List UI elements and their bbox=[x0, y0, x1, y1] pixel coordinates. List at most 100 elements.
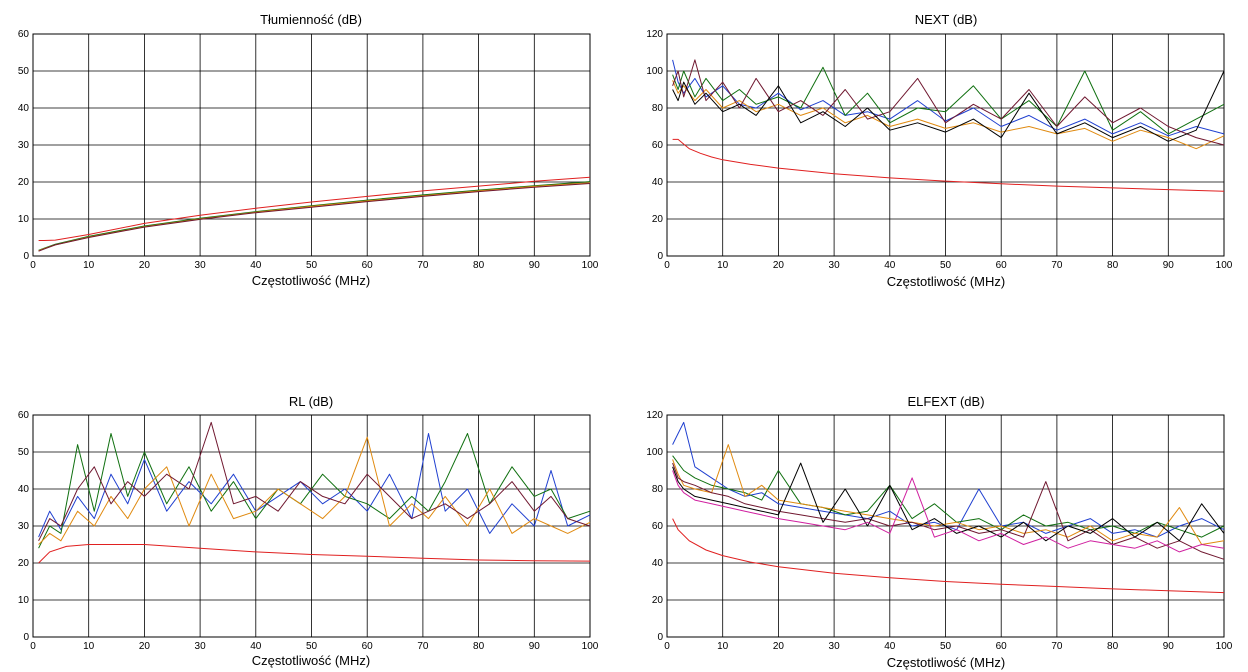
x-tick-label: 80 bbox=[473, 641, 485, 652]
y-tick-label: 0 bbox=[657, 632, 663, 643]
y-tick-label: 10 bbox=[18, 214, 30, 225]
limit-line bbox=[672, 518, 1225, 594]
chart-title: RL (dB) bbox=[289, 394, 333, 409]
x-tick-label: 80 bbox=[473, 260, 485, 271]
series-line-2 bbox=[672, 455, 1225, 538]
x-tick-label: 0 bbox=[664, 260, 670, 271]
y-tick-label: 20 bbox=[652, 214, 664, 225]
x-tick-label: 40 bbox=[884, 260, 896, 271]
series-line-1 bbox=[672, 421, 1225, 538]
y-tick-label: 40 bbox=[652, 177, 664, 188]
attenuation-chart: Tłumienność (dB) Częstotliwość (MHz) 0 10… bbox=[18, 12, 599, 288]
y-tick-label: 120 bbox=[646, 410, 663, 421]
series-line-4 bbox=[38, 183, 591, 252]
y-tick-label: 0 bbox=[657, 251, 663, 262]
series-line-4 bbox=[672, 462, 1225, 560]
x-tick-label: 80 bbox=[1107, 641, 1119, 652]
y-tick-label: 40 bbox=[18, 103, 30, 114]
x-tick-label: 50 bbox=[940, 260, 952, 271]
x-tick-label: 50 bbox=[306, 260, 318, 271]
x-tick-label: 30 bbox=[195, 641, 207, 652]
x-tick-label: 90 bbox=[1163, 641, 1175, 652]
chart-title: Tłumienność (dB) bbox=[260, 12, 362, 27]
x-tick-label: 20 bbox=[139, 260, 151, 271]
x-tick-label: 90 bbox=[1163, 260, 1175, 271]
y-tick-label: 40 bbox=[652, 558, 664, 569]
series-line-5 bbox=[672, 70, 1225, 142]
y-tick-label: 30 bbox=[18, 521, 30, 532]
y-tick-label: 20 bbox=[652, 595, 664, 606]
x-tick-label: 70 bbox=[417, 641, 429, 652]
x-tick-label: 30 bbox=[829, 641, 841, 652]
x-tick-label: 40 bbox=[250, 641, 262, 652]
series-line-6 bbox=[672, 470, 1225, 553]
x-tick-label: 60 bbox=[362, 260, 374, 271]
x-tick-label: 100 bbox=[582, 641, 599, 652]
series-line-2 bbox=[672, 66, 1225, 135]
x-tick-label: 20 bbox=[773, 260, 785, 271]
return-loss-chart: RL (dB) Częstotliwość (MHz) 0 10 20 30 40 50 6… bbox=[18, 394, 599, 668]
y-tick-label: 40 bbox=[18, 484, 30, 495]
x-tick-label: 70 bbox=[417, 260, 429, 271]
y-tick-label: 20 bbox=[18, 558, 30, 569]
x-tick-label: 0 bbox=[664, 641, 670, 652]
x-tick-label: 50 bbox=[306, 641, 318, 652]
x-axis-label: Częstotliwość (MHz) bbox=[252, 653, 370, 668]
series-line-3 bbox=[38, 436, 591, 545]
y-tick-label: 10 bbox=[18, 595, 30, 606]
x-tick-label: 60 bbox=[996, 260, 1008, 271]
x-tick-label: 80 bbox=[1107, 260, 1119, 271]
y-tick-label: 80 bbox=[652, 103, 664, 114]
y-tick-label: 30 bbox=[18, 140, 30, 151]
limit-line bbox=[672, 138, 1225, 192]
x-tick-label: 60 bbox=[362, 641, 374, 652]
x-tick-label: 40 bbox=[884, 641, 896, 652]
x-tick-label: 90 bbox=[529, 641, 541, 652]
y-tick-label: 60 bbox=[18, 29, 30, 40]
y-tick-label: 100 bbox=[646, 66, 663, 77]
x-tick-label: 60 bbox=[996, 641, 1008, 652]
x-tick-label: 30 bbox=[829, 260, 841, 271]
limit-line bbox=[38, 176, 591, 241]
y-tick-label: 0 bbox=[23, 632, 29, 643]
x-tick-label: 100 bbox=[582, 260, 599, 271]
elfext-chart: ELFEXT (dB) Częstotliwość (MHz) 0 10 20 30 4… bbox=[646, 394, 1232, 670]
x-tick-label: 100 bbox=[1216, 641, 1233, 652]
y-tick-label: 60 bbox=[18, 410, 30, 421]
y-tick-label: 50 bbox=[18, 447, 30, 458]
series-line-5 bbox=[672, 462, 1225, 542]
y-tick-label: 80 bbox=[652, 484, 664, 495]
x-tick-label: 40 bbox=[250, 260, 262, 271]
series-line-4 bbox=[38, 421, 591, 542]
x-axis-label: Częstotliwość (MHz) bbox=[252, 273, 370, 288]
x-tick-label: 20 bbox=[773, 641, 785, 652]
x-tick-label: 90 bbox=[529, 260, 541, 271]
y-tick-label: 20 bbox=[18, 177, 30, 188]
y-tick-label: 60 bbox=[652, 140, 664, 151]
y-tick-label: 120 bbox=[646, 29, 663, 40]
x-tick-label: 50 bbox=[940, 641, 952, 652]
x-tick-label: 10 bbox=[83, 641, 95, 652]
x-tick-label: 0 bbox=[30, 641, 36, 652]
series-line-4 bbox=[672, 59, 1225, 146]
series-line-3 bbox=[672, 80, 1225, 150]
limit-line bbox=[38, 544, 591, 564]
chart-title: ELFEXT (dB) bbox=[907, 394, 984, 409]
x-axis-label: Częstotliwość (MHz) bbox=[887, 655, 1005, 670]
x-tick-label: 30 bbox=[195, 260, 207, 271]
x-tick-label: 70 bbox=[1051, 260, 1063, 271]
y-tick-label: 50 bbox=[18, 66, 30, 77]
x-tick-label: 100 bbox=[1216, 260, 1233, 271]
chart-title: NEXT (dB) bbox=[915, 12, 978, 27]
y-tick-label: 60 bbox=[652, 521, 664, 532]
y-tick-label: 0 bbox=[23, 251, 29, 262]
y-tick-label: 100 bbox=[646, 447, 663, 458]
x-tick-label: 10 bbox=[83, 260, 95, 271]
series-line-2 bbox=[38, 181, 591, 251]
x-axis-label: Częstotliwość (MHz) bbox=[887, 274, 1005, 289]
x-tick-label: 20 bbox=[139, 641, 151, 652]
x-tick-label: 10 bbox=[717, 641, 729, 652]
x-tick-label: 10 bbox=[717, 260, 729, 271]
x-tick-label: 70 bbox=[1051, 641, 1063, 652]
